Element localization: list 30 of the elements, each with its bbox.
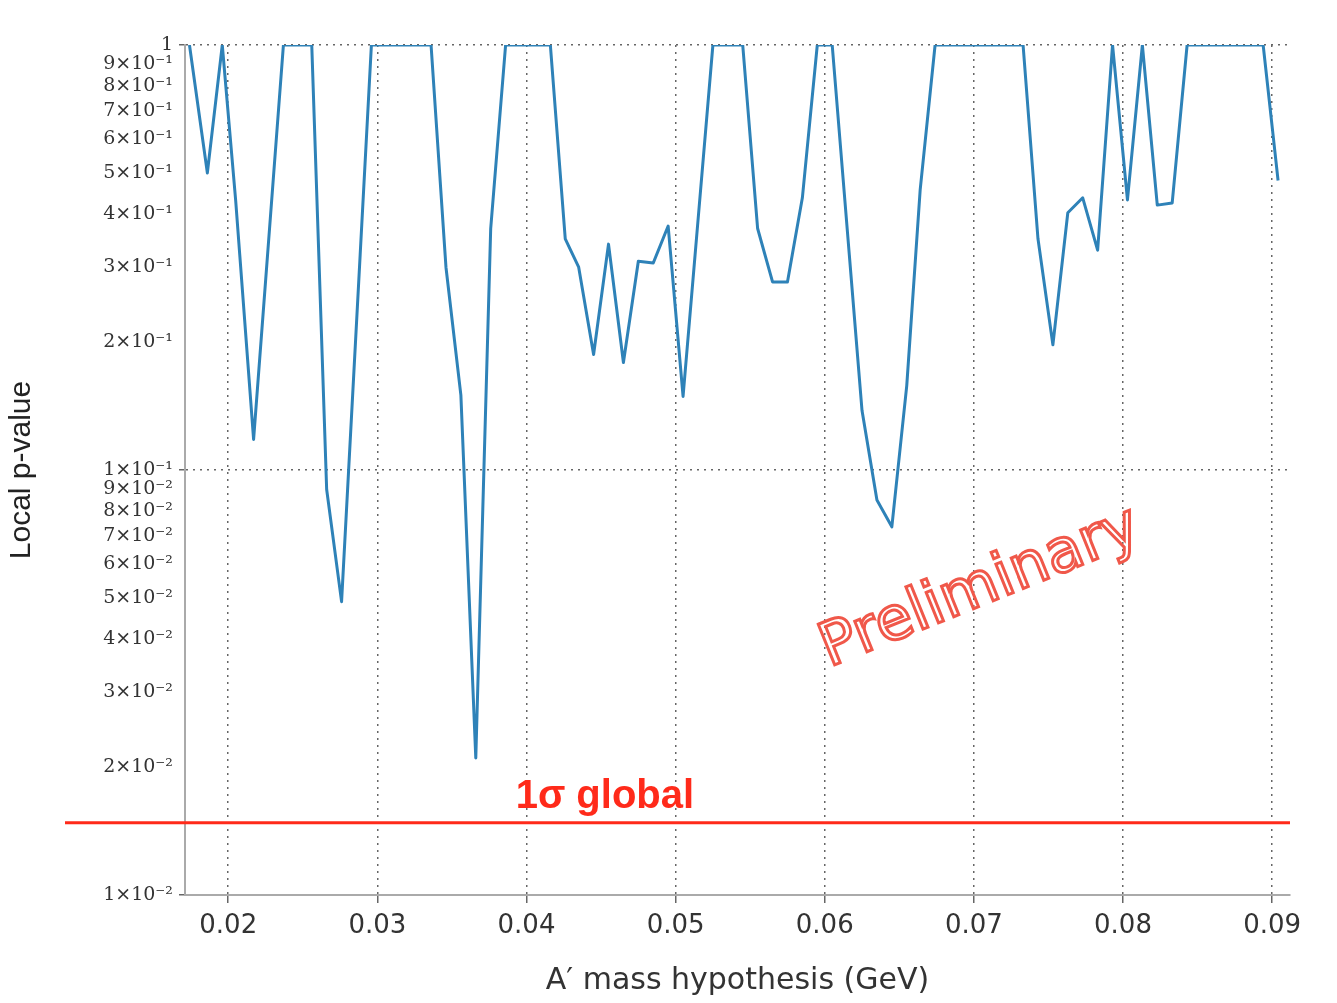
- x-tick-label: 0.06: [795, 909, 854, 940]
- y-tick-label: 5×10⁻¹: [103, 159, 173, 182]
- y-tick-label: 9×10⁻¹: [103, 51, 173, 74]
- y-tick-label: 4×10⁻¹: [103, 201, 173, 224]
- x-axis-title: A′ mass hypothesis (GeV): [545, 960, 930, 996]
- x-tick-label: 0.07: [944, 909, 1003, 940]
- y-tick-label: 6×10⁻²: [103, 551, 173, 574]
- x-tick-label: 0.03: [348, 909, 407, 940]
- x-tick-label: 0.05: [646, 909, 705, 940]
- y-tick-label: 7×10⁻²: [103, 522, 173, 545]
- x-tick-label: 0.04: [497, 909, 556, 940]
- y-tick-label: 2×10⁻²: [103, 754, 173, 776]
- y-tick-label: 1×10⁻¹: [103, 456, 173, 479]
- x-tick-label: 0.09: [1243, 909, 1302, 940]
- y-tick-label: 3×10⁻²: [103, 679, 173, 702]
- y-tick-label: 4×10⁻²: [103, 626, 173, 649]
- y-axis-title: Local p-value: [3, 380, 37, 560]
- y-tick-label: 9×10⁻²: [103, 476, 173, 499]
- ref-line-label: 1σ global: [515, 771, 695, 816]
- y-tick-label: 6×10⁻¹: [103, 126, 173, 149]
- y-tick-label: 7×10⁻¹: [103, 97, 173, 120]
- y-tick-label: 5×10⁻²: [103, 584, 173, 607]
- y-tick-label: 1×10⁻²: [103, 881, 173, 904]
- y-tick-label: 8×10⁻¹: [103, 73, 173, 96]
- x-tick-label: 0.02: [199, 909, 258, 940]
- y-tick-label: 8×10⁻²: [103, 498, 173, 521]
- y-tick-label: 1: [160, 31, 173, 54]
- y-tick-label: 2×10⁻¹: [103, 329, 173, 351]
- x-tick-label: 0.08: [1094, 909, 1152, 940]
- y-tick-label: 3×10⁻¹: [103, 254, 173, 277]
